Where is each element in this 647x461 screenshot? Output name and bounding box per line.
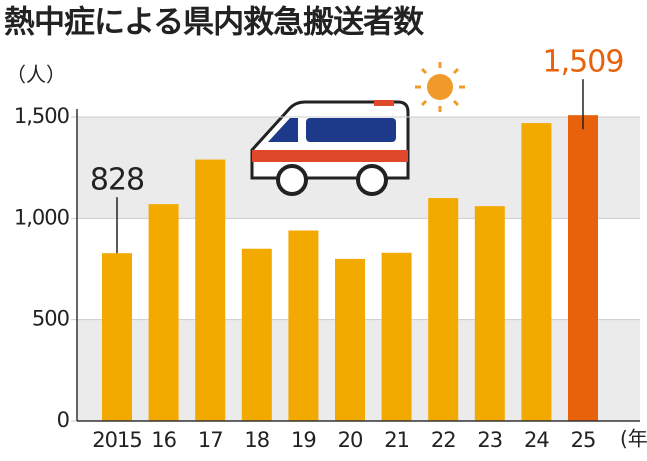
sun xyxy=(415,62,465,112)
x-tick-label: 19 xyxy=(291,428,316,452)
bar xyxy=(148,204,179,421)
bar xyxy=(381,252,412,421)
ambulance xyxy=(250,100,410,196)
bar xyxy=(102,253,132,421)
y-tick-label: 1,500 xyxy=(14,104,69,128)
bar xyxy=(474,206,505,421)
y-tick-label: 1,000 xyxy=(14,205,69,229)
bar xyxy=(288,230,319,421)
bar xyxy=(335,258,365,421)
data-label: 828 xyxy=(90,163,144,198)
bar xyxy=(241,248,272,421)
chart-title: 熱中症による県内救急搬送者数 xyxy=(4,5,424,41)
x-tick-label: 25 xyxy=(571,428,596,452)
y-tick-label: 0 xyxy=(57,408,69,432)
x-tick-label: 20 xyxy=(338,428,363,452)
x-tick-label: 24 xyxy=(524,428,549,452)
x-tick-label: 18 xyxy=(244,428,269,452)
x-unit: (年) xyxy=(620,427,647,451)
x-tick-label: 23 xyxy=(477,428,502,452)
x-tick-label: 17 xyxy=(198,428,223,452)
x-tick-label: 21 xyxy=(384,428,409,452)
data-label: 1,509 xyxy=(543,45,624,80)
x-tick-label: 2015 xyxy=(92,428,141,452)
y-unit: （人） xyxy=(6,63,66,87)
y-tick-label: 500 xyxy=(32,307,69,331)
x-tick-label: 22 xyxy=(431,428,456,452)
bar xyxy=(428,198,459,421)
bar xyxy=(195,159,226,421)
bar xyxy=(568,115,598,422)
bar xyxy=(521,123,552,421)
x-tick-label: 16 xyxy=(151,428,176,452)
